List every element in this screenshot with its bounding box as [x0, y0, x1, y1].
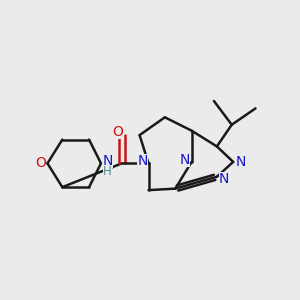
Text: N: N: [102, 154, 113, 168]
Text: H: H: [103, 165, 112, 178]
Text: O: O: [35, 156, 46, 170]
Text: N: N: [180, 152, 190, 167]
Text: O: O: [112, 124, 123, 139]
Text: N: N: [236, 155, 246, 169]
Text: N: N: [219, 172, 230, 186]
Text: N: N: [137, 154, 148, 168]
